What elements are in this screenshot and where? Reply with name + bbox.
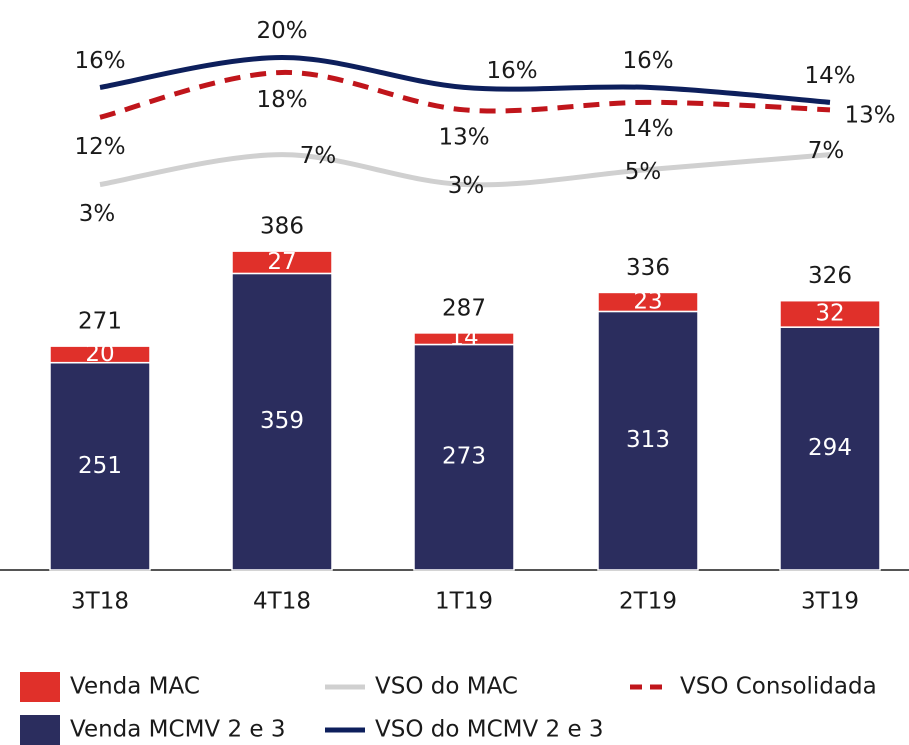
bar-segment	[779, 326, 881, 571]
line	[99, 152, 831, 188]
bar-segment	[597, 310, 699, 571]
legend-label: VSO do MCMV 2 e 3	[375, 717, 604, 743]
bar-segment	[231, 250, 333, 275]
x-tick-label: 2T19	[619, 589, 677, 615]
line-value-label: 16%	[622, 48, 673, 74]
bar-segment	[231, 272, 333, 571]
bar-segment	[779, 299, 881, 328]
bar-value-label: 359	[260, 408, 304, 434]
total-label: 287	[442, 295, 486, 321]
bar-value-label: 20	[85, 341, 114, 367]
line-value-label: 3%	[448, 173, 485, 199]
line-value-label: 7%	[300, 143, 337, 169]
bar-value-label: 273	[442, 444, 486, 470]
bar-segment	[597, 291, 699, 313]
line-value-label: 14%	[622, 116, 673, 142]
line-value-label: 18%	[256, 87, 307, 113]
line-value-label: 14%	[804, 63, 855, 89]
legend-label: Venda MAC	[70, 674, 200, 700]
x-tick-label: 3T18	[71, 589, 129, 615]
legend-swatch	[20, 715, 60, 745]
bar-value-label: 23	[633, 288, 662, 314]
line	[99, 55, 831, 105]
x-tick-label: 3T19	[801, 589, 859, 615]
line-value-label: 16%	[486, 58, 537, 84]
bar-value-label: 32	[815, 300, 844, 326]
line-value-label: 16%	[74, 48, 125, 74]
legend-swatch	[20, 672, 60, 702]
bar-segment	[49, 345, 151, 364]
line-value-label: 20%	[256, 18, 307, 44]
bar-value-label: 14	[449, 325, 478, 351]
line-value-label: 13%	[844, 102, 895, 128]
total-label: 336	[626, 255, 670, 281]
x-tick-label: 1T19	[435, 589, 493, 615]
total-label: 271	[78, 309, 122, 335]
bar-value-label: 27	[267, 249, 296, 275]
line-value-label: 3%	[79, 201, 116, 227]
total-label: 326	[808, 263, 852, 289]
bar-segment	[49, 361, 151, 571]
line-value-label: 13%	[438, 124, 489, 150]
bar-value-label: 313	[626, 427, 670, 453]
bar-value-label: 251	[78, 453, 122, 479]
legend-label: Venda MCMV 2 e 3	[70, 717, 286, 743]
legend-label: VSO do MAC	[375, 674, 518, 700]
legend-label: VSO Consolidada	[680, 674, 877, 700]
total-label: 386	[260, 214, 304, 240]
line-value-label: 5%	[625, 159, 662, 185]
x-tick-label: 4T18	[253, 589, 311, 615]
line-value-label: 7%	[808, 138, 845, 164]
bar-segment	[413, 332, 515, 346]
line-value-label: 12%	[74, 134, 125, 160]
line	[99, 69, 831, 120]
bar-value-label: 294	[808, 435, 852, 461]
